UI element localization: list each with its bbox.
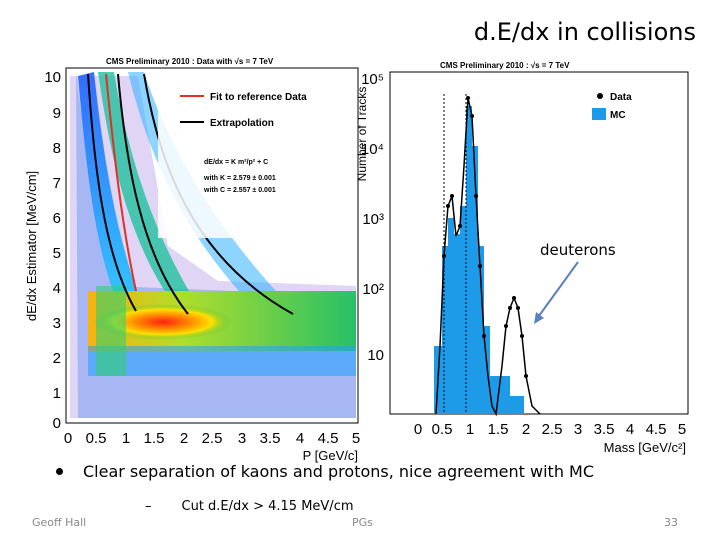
mass-spectrum-plot: CMS Preliminary 2010 : √s = 7 TeV Data M… — [356, 61, 689, 455]
left-x-tick: 2 — [180, 430, 188, 447]
left-x-tick: 2.5 — [202, 430, 223, 447]
right-x-tick: 0 — [414, 421, 422, 438]
left-x-tick: 3 — [238, 430, 246, 447]
legend-extrap-label: Extrapolation — [210, 118, 274, 129]
bullet-dot-icon — [56, 468, 63, 475]
right-x-tick: 2 — [522, 421, 530, 438]
formula-line-1: dE/dx = K m²/p² + C — [204, 159, 268, 166]
proton-curve — [117, 73, 189, 315]
right-y-tick: 10 — [367, 347, 384, 364]
left-y-tick: 10 — [44, 69, 61, 86]
left-y-tick: 9 — [53, 105, 61, 122]
left-y-ticks: 0 1 2 3 4 5 6 7 8 9 10 — [44, 69, 61, 432]
right-x-tick: 3.5 — [594, 421, 615, 438]
left-x-tick: 4 — [296, 430, 304, 447]
right-y-tick: 10⁴ — [361, 141, 384, 158]
left-y-tick: 5 — [53, 245, 61, 262]
right-x-tick: 1 — [466, 421, 474, 438]
footer-author: Geoff Hall — [32, 516, 87, 529]
left-y-tick: 8 — [53, 140, 61, 157]
left-x-tick: 0 — [64, 430, 72, 447]
legend-fit-label: Fit to reference Data — [210, 92, 307, 103]
sub-bullet-text: Cut d.E/dx > 4.15 MeV/cm — [181, 499, 354, 514]
page-number: 33 — [664, 516, 678, 529]
formula-line-2: with K = 2.579 ± 0.001 — [203, 175, 276, 182]
legend-mc-swatch — [592, 108, 606, 120]
left-x-ticks: 0 0.5 1 1.5 2 2.5 3 3.5 4 4.5 5 — [64, 430, 360, 447]
right-x-ticks: 0 0.5 1 1.5 2 2.5 3 3.5 4 4.5 5 — [414, 421, 686, 438]
left-x-tick: 1.5 — [144, 430, 165, 447]
left-y-tick: 0 — [53, 415, 61, 432]
left-y-tick: 7 — [53, 175, 61, 192]
legend-data-label: Data — [610, 92, 632, 103]
sub-bullet-item: – Cut d.E/dx > 4.15 MeV/cm — [145, 499, 354, 514]
slide-title: d.E/dx in collisions — [473, 18, 696, 46]
left-y-label: dE/dx Estimator [MeV/cm] — [24, 171, 39, 321]
right-x-tick: 2.5 — [542, 421, 563, 438]
legend-mc-label: MC — [610, 110, 626, 121]
kaon-curve — [87, 73, 137, 312]
right-x-tick: 5 — [678, 421, 686, 438]
right-x-label: Mass [GeV/c²] — [604, 440, 686, 455]
right-y-ticks: 10 10² 10³ 10⁴ 10⁵ — [361, 71, 384, 364]
deuteron-arrowhead — [534, 312, 544, 324]
right-x-tick: 4 — [626, 421, 634, 438]
bullet-item: Clear separation of kaons and protons, n… — [56, 462, 594, 481]
left-y-tick: 2 — [53, 350, 61, 367]
right-x-tick: 0.5 — [432, 421, 453, 438]
left-x-tick: 0.5 — [86, 430, 107, 447]
deuterons-annotation: deuterons — [540, 241, 616, 259]
right-y-tick: 10² — [362, 281, 384, 298]
right-y-label: Number of Tracks — [356, 87, 369, 182]
left-plot-header: CMS Preliminary 2010 : Data with √s = 7 … — [106, 57, 274, 66]
right-x-tick: 1.5 — [488, 421, 509, 438]
sub-bullet-dash: – — [145, 499, 152, 514]
right-y-tick: 10³ — [362, 211, 384, 228]
deuteron-arrow — [535, 261, 579, 321]
right-plot-header: CMS Preliminary 2010 : √s = 7 TeV — [440, 61, 570, 70]
footer-center: PGs — [352, 516, 373, 529]
legend-data-marker — [597, 93, 603, 99]
left-x-tick: 3.5 — [260, 430, 281, 447]
bullet-text: Clear separation of kaons and protons, n… — [83, 462, 595, 481]
left-y-tick: 1 — [53, 385, 61, 402]
right-y-tick: 10⁵ — [361, 71, 384, 88]
left-y-tick: 4 — [53, 280, 61, 297]
left-x-tick: 5 — [352, 430, 360, 447]
left-x-tick: 1 — [122, 430, 130, 447]
left-y-tick: 6 — [53, 210, 61, 227]
left-y-tick: 3 — [53, 315, 61, 332]
dedx-vs-momentum-plot: Fit to reference Data Extrapolation dE/d… — [24, 57, 360, 463]
formula-line-3: with C = 2.557 ± 0.001 — [203, 187, 276, 194]
right-x-tick: 4.5 — [646, 421, 667, 438]
left-x-tick: 4.5 — [318, 430, 339, 447]
data-points — [442, 96, 528, 378]
left-x-label: P [GeV/c] — [303, 448, 358, 463]
right-x-tick: 3 — [574, 421, 582, 438]
